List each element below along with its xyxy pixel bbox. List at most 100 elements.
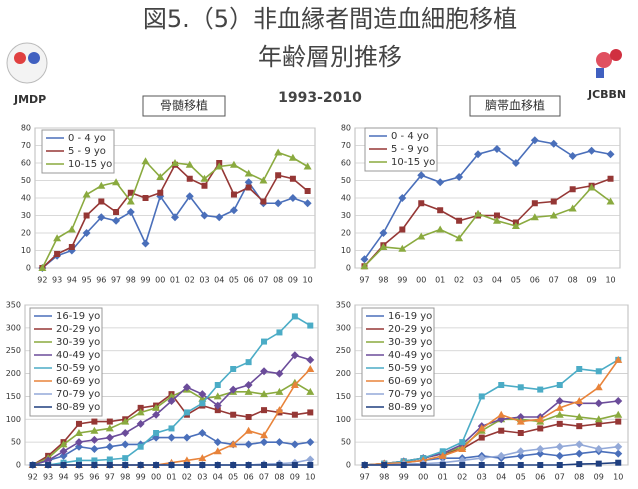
point xyxy=(439,462,446,468)
point xyxy=(112,216,121,225)
point xyxy=(244,381,253,389)
point xyxy=(569,186,576,193)
y-tick-label: 0 xyxy=(16,461,21,470)
point xyxy=(157,189,164,196)
y-tick-label: 50 xyxy=(11,438,21,447)
x-tick-label: 98 xyxy=(120,473,130,482)
point xyxy=(153,430,160,436)
point xyxy=(126,208,135,216)
point xyxy=(183,409,190,416)
legend-label: 40-49 yo xyxy=(388,350,432,361)
y-tick-label: 250 xyxy=(336,346,351,355)
point xyxy=(594,399,603,408)
point xyxy=(568,204,577,212)
x-tick-label: 94 xyxy=(58,473,68,482)
point xyxy=(152,403,161,411)
x-tick-label: 04 xyxy=(213,473,223,482)
point xyxy=(437,207,444,214)
point xyxy=(106,456,113,463)
point xyxy=(398,244,407,252)
legend-label: 0 - 4 yo xyxy=(68,133,106,144)
point xyxy=(595,420,602,427)
y-tick-label: 10 xyxy=(21,246,31,255)
x-tick-label: 00 xyxy=(418,473,428,482)
point xyxy=(478,434,485,441)
point xyxy=(594,445,603,453)
point xyxy=(260,367,269,376)
x-tick-label: 07 xyxy=(259,473,269,482)
point xyxy=(555,451,564,460)
point xyxy=(198,390,207,399)
x-tick-label: 05 xyxy=(229,276,239,285)
point xyxy=(498,382,505,388)
point xyxy=(126,197,135,205)
x-tick-label: 08 xyxy=(574,473,584,482)
point xyxy=(537,386,544,393)
point xyxy=(614,442,623,451)
point xyxy=(516,451,525,460)
point xyxy=(244,426,253,434)
x-tick-label: 02 xyxy=(185,276,195,285)
point xyxy=(381,462,388,468)
point xyxy=(167,397,176,405)
point xyxy=(576,461,583,468)
point xyxy=(556,420,563,427)
point xyxy=(141,239,150,248)
x-tick-label: 02 xyxy=(454,276,464,285)
point xyxy=(536,449,545,458)
point xyxy=(201,182,208,189)
x-tick-label: 99 xyxy=(136,473,146,482)
x-tick-label: 00 xyxy=(416,276,426,285)
x-tick-label: 98 xyxy=(379,473,389,482)
point xyxy=(615,418,622,425)
point xyxy=(458,445,467,452)
x-tick-label: 04 xyxy=(496,473,506,482)
point xyxy=(106,418,113,425)
point xyxy=(511,159,520,167)
point xyxy=(136,408,145,416)
point xyxy=(536,445,545,453)
legend-label: 16-19 yo xyxy=(56,311,100,322)
point xyxy=(614,397,623,405)
y-tick-label: 0 xyxy=(26,264,31,273)
point xyxy=(199,400,206,407)
x-tick-label: 97 xyxy=(111,276,121,285)
point xyxy=(606,150,615,159)
x-tick-label: 09 xyxy=(587,276,597,285)
point xyxy=(276,462,283,468)
point xyxy=(400,462,407,468)
series-line xyxy=(363,139,611,260)
point xyxy=(59,440,68,448)
point xyxy=(517,384,524,391)
point xyxy=(275,406,284,414)
left-org: JMDP xyxy=(13,93,46,106)
point xyxy=(74,438,83,447)
point xyxy=(213,401,222,410)
x-tick-label: 07 xyxy=(258,276,268,285)
point xyxy=(438,451,447,459)
point xyxy=(97,213,106,222)
point xyxy=(306,365,315,372)
legend-label: 20-29 yo xyxy=(388,324,432,335)
point xyxy=(455,234,464,242)
point xyxy=(167,433,176,442)
point xyxy=(550,198,557,205)
point xyxy=(229,440,238,448)
y-tick-label: 60 xyxy=(341,159,351,168)
legend-label: 50-59 yo xyxy=(56,363,100,374)
x-tick-label: 02 xyxy=(457,473,467,482)
point xyxy=(245,462,252,468)
point xyxy=(53,234,62,242)
point xyxy=(498,427,505,434)
point xyxy=(306,438,315,447)
point xyxy=(142,195,149,201)
point xyxy=(576,366,583,372)
point xyxy=(105,433,114,442)
right-icon xyxy=(596,49,622,78)
legend-label: 5 - 9 yo xyxy=(68,146,106,157)
point xyxy=(290,440,299,449)
point xyxy=(244,169,253,177)
point xyxy=(497,410,506,418)
x-tick-label: 04 xyxy=(492,276,502,285)
